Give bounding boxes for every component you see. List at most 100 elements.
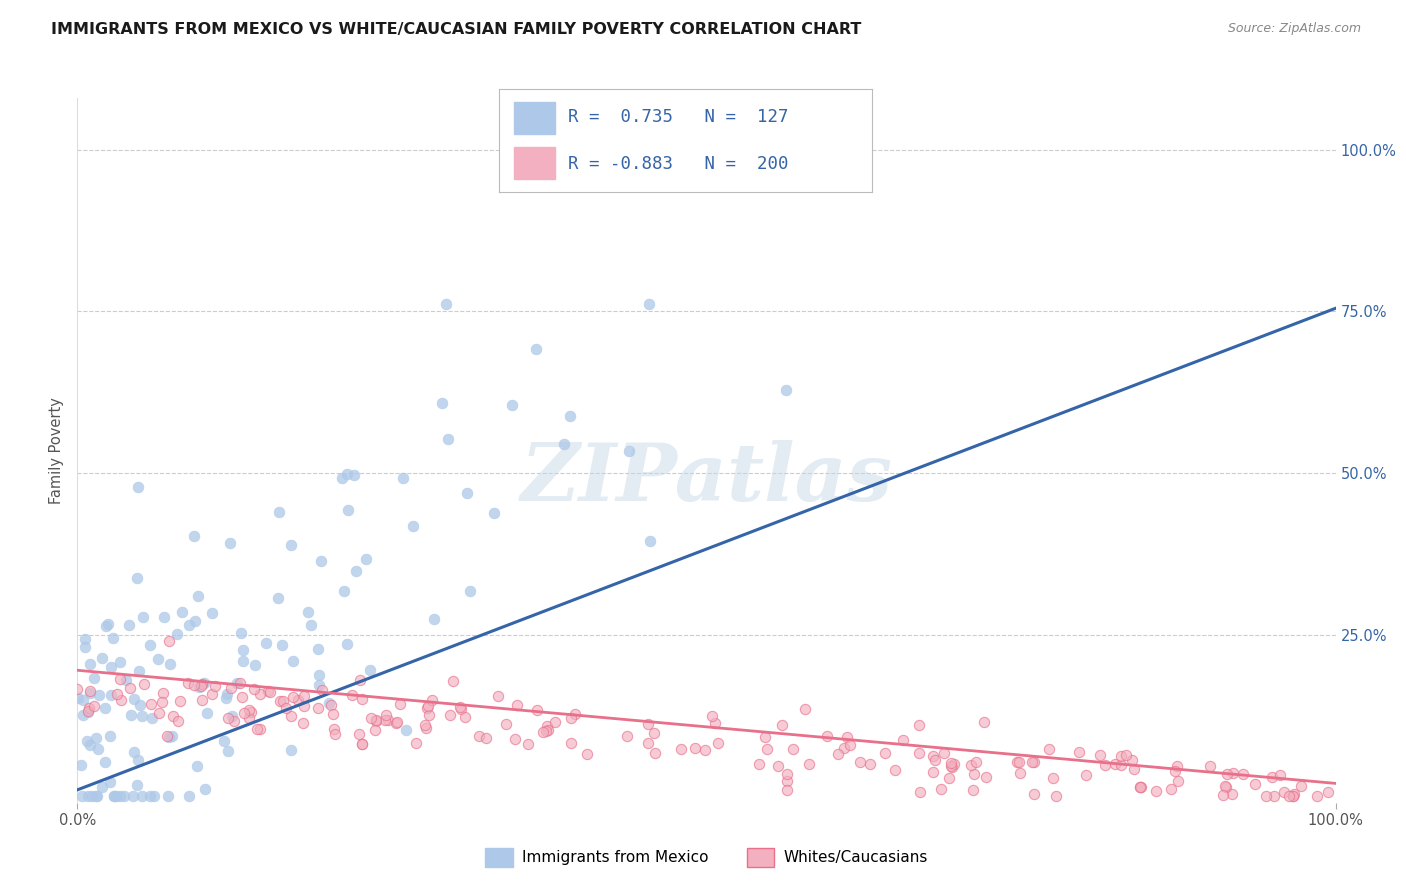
Point [793,702,815,716]
Point [83,671,105,685]
Point [332,584,354,599]
Point [162,708,184,723]
Point [215,687,238,701]
Point [183,678,205,692]
Point [934,747,956,761]
Point [141,711,163,725]
Point [456,486,478,500]
Point [336,502,359,516]
Point [169,694,191,708]
Point [1129,780,1152,794]
Point [1278,789,1301,804]
Point [72,693,94,707]
Point [77,705,100,719]
Point [531,724,554,739]
Point [1144,784,1167,798]
Point [503,731,526,746]
Point [1074,768,1097,782]
Point [231,690,253,704]
Point [184,615,207,629]
Point [616,729,638,743]
Legend: Immigrants from Mexico, Whites/Caucasians: Immigrants from Mexico, Whites/Caucasian… [479,842,934,872]
Point [849,755,872,769]
Point [67,690,90,705]
Point [143,789,166,804]
Point [146,652,169,666]
Point [101,632,124,646]
Point [343,468,366,483]
Point [195,706,218,720]
Point [87,741,110,756]
Point [94,701,117,715]
Point [1115,747,1137,762]
Point [1010,766,1032,780]
Point [238,711,260,725]
Point [536,719,558,733]
Point [1256,789,1278,804]
Point [775,767,797,781]
Point [100,660,122,674]
Point [352,737,374,751]
Point [1222,766,1244,780]
Point [637,717,659,731]
Point [100,689,122,703]
Point [962,783,984,797]
Point [86,789,108,804]
Point [110,693,132,707]
Point [127,479,149,493]
Point [122,692,145,706]
Point [243,657,266,672]
Point [526,703,548,717]
Point [125,778,148,792]
Point [297,605,319,619]
Point [349,673,371,688]
Point [1268,768,1291,782]
Point [475,731,498,745]
Point [98,729,121,743]
Point [748,757,770,772]
Point [450,702,472,716]
Point [501,398,523,412]
Point [281,654,304,668]
Point [322,722,344,736]
Point [267,505,290,519]
Point [66,681,89,696]
Point [468,729,491,743]
Bar [515,146,555,179]
Point [308,678,330,692]
Point [79,738,101,752]
Point [395,723,418,737]
Point [217,711,239,725]
Point [1220,788,1243,802]
Point [254,635,277,649]
Point [893,733,915,747]
Point [782,741,804,756]
Point [1317,785,1340,799]
Point [366,714,388,729]
Point [280,743,302,757]
Point [391,471,413,485]
Point [1213,779,1236,793]
Point [1104,757,1126,772]
Point [1123,762,1146,776]
Point [280,538,302,552]
Point [617,444,640,458]
Point [1289,779,1312,793]
Point [960,758,983,772]
Point [974,770,997,784]
Point [922,764,945,779]
Point [201,687,224,701]
Point [1005,755,1028,769]
Point [1232,767,1254,781]
Point [308,667,330,681]
Point [86,731,108,745]
Point [276,701,298,715]
Point [156,729,179,743]
Point [186,758,208,772]
Point [766,759,789,773]
Point [1243,777,1265,791]
Point [82,789,104,804]
Point [495,716,517,731]
Point [1008,755,1031,769]
Point [139,698,162,712]
